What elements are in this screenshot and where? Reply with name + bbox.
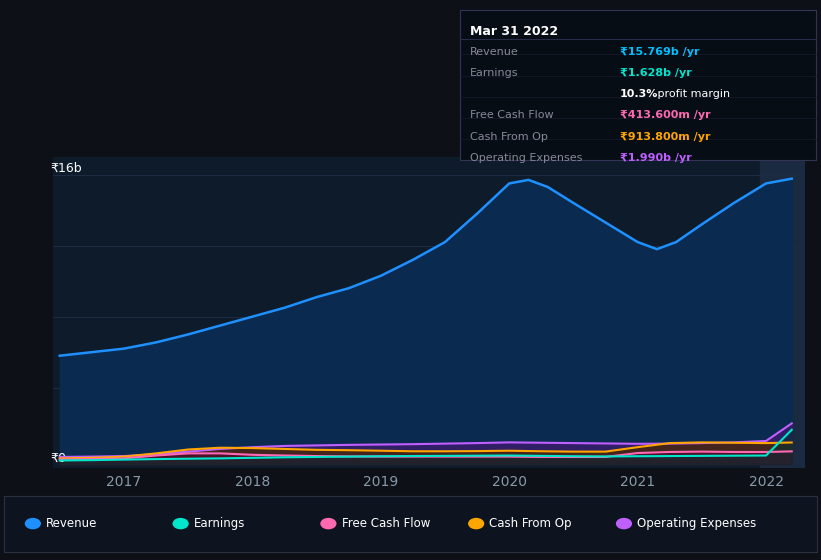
Text: ₹413.600m /yr: ₹413.600m /yr [620, 110, 710, 120]
Text: Earnings: Earnings [470, 68, 518, 78]
Text: Operating Expenses: Operating Expenses [637, 517, 756, 530]
Text: Revenue: Revenue [46, 517, 98, 530]
Text: Cash From Op: Cash From Op [489, 517, 571, 530]
Text: ₹15.769b /yr: ₹15.769b /yr [620, 46, 699, 57]
Text: ₹1.628b /yr: ₹1.628b /yr [620, 68, 691, 78]
Text: ₹0: ₹0 [51, 452, 67, 465]
Text: ₹1.990b /yr: ₹1.990b /yr [620, 153, 691, 163]
Text: Earnings: Earnings [194, 517, 245, 530]
Text: Operating Expenses: Operating Expenses [470, 153, 582, 163]
Text: 10.3%: 10.3% [620, 89, 658, 99]
Text: Free Cash Flow: Free Cash Flow [470, 110, 553, 120]
Text: Mar 31 2022: Mar 31 2022 [470, 25, 557, 38]
Text: Free Cash Flow: Free Cash Flow [342, 517, 430, 530]
Text: ₹16b: ₹16b [51, 161, 82, 175]
Text: ₹913.800m /yr: ₹913.800m /yr [620, 132, 710, 142]
Text: Cash From Op: Cash From Op [470, 132, 548, 142]
Bar [759, 157, 805, 468]
Text: Revenue: Revenue [470, 46, 518, 57]
Text: profit margin: profit margin [654, 89, 731, 99]
